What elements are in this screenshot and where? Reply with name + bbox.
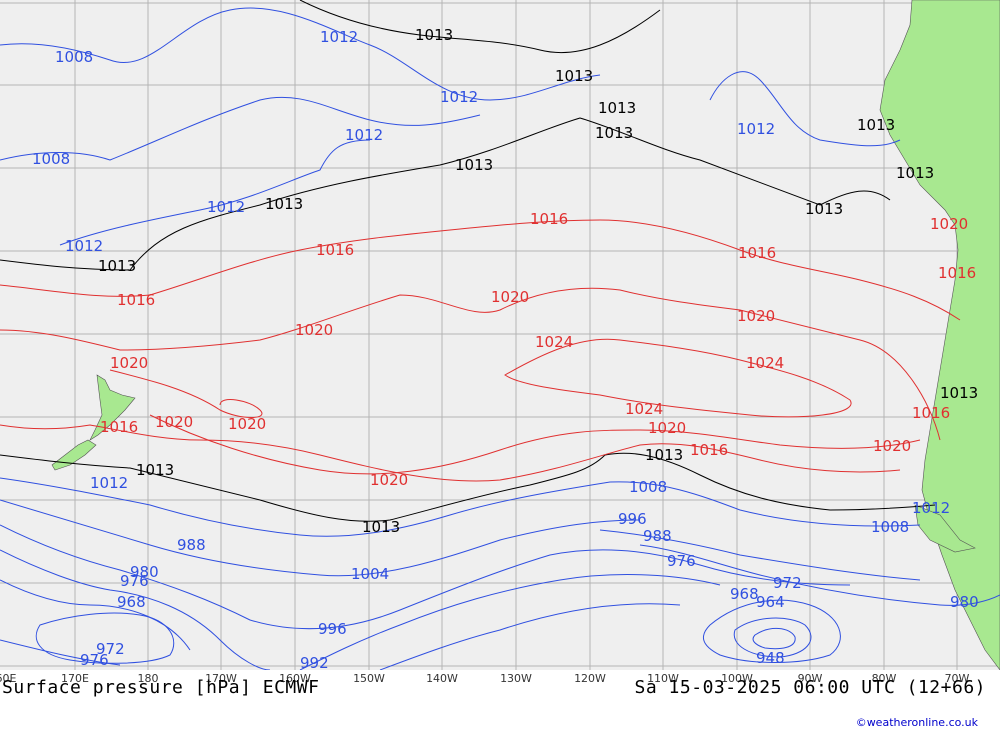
isobar-label-992: 992	[300, 654, 329, 670]
credit-link[interactable]: ©weatheronline.co.uk	[855, 716, 978, 729]
isobar-label-1016: 1016	[100, 418, 138, 436]
lon-label: 130W	[500, 672, 532, 685]
isobar-label-1012: 1012	[345, 126, 383, 144]
isobar-label-1012: 1012	[912, 499, 950, 517]
isobar-label-1013: 1013	[595, 124, 633, 142]
isobar-label-1012: 1012	[90, 474, 128, 492]
isobar-label-1008: 1008	[32, 150, 70, 168]
lon-label: 70W	[944, 672, 970, 685]
isobar-label-972: 972	[773, 574, 802, 592]
isobar-label-972: 972	[96, 640, 125, 658]
isobar-label-1012: 1012	[65, 237, 103, 255]
isobar-label-1008: 1008	[629, 478, 667, 496]
lon-label: 150W	[353, 672, 385, 685]
isobar-label-980: 980	[130, 563, 159, 581]
isobar-label-1020: 1020	[155, 413, 193, 431]
isobar-label-1020: 1020	[295, 321, 333, 339]
pressure-map: 1012 1013 1008 1013 1012 1013 1013 1012 …	[0, 0, 1000, 670]
isobar-label-1020: 1020	[110, 354, 148, 372]
isobar-label-1013: 1013	[136, 461, 174, 479]
isobar-label-1024: 1024	[746, 354, 784, 372]
lon-label: 60E	[0, 672, 17, 685]
map-title: Surface pressure [hPa] ECMWF	[2, 677, 320, 698]
forecast-datetime: Sa 15-03-2025 06:00 UTC (12+66)	[634, 677, 986, 698]
isobar-label-1016: 1016	[938, 264, 976, 282]
isobar-label-988: 988	[177, 536, 206, 554]
isobars	[0, 0, 1000, 670]
isobar-label-948: 948	[756, 649, 785, 667]
isobar-label-1012: 1012	[207, 198, 245, 216]
isobar-label-1013: 1013	[645, 446, 683, 464]
isobar-label-976: 976	[80, 651, 109, 669]
isobar-label-1024: 1024	[535, 333, 573, 351]
isobar-label-1020: 1020	[370, 471, 408, 489]
isobar-label-1024: 1024	[625, 400, 663, 418]
isobar-label-1016: 1016	[316, 241, 354, 259]
isobar-label-1008: 1008	[871, 518, 909, 536]
lon-label: 140W	[426, 672, 458, 685]
isobar-label-1016: 1016	[912, 404, 950, 422]
isobar-label-1020: 1020	[930, 215, 968, 233]
isobar-label-968: 968	[730, 585, 759, 603]
isobar-label-1016: 1016	[690, 441, 728, 459]
lon-label: 90W	[797, 672, 823, 685]
isobar-label-1016: 1016	[738, 244, 776, 262]
isobar-label-976: 976	[120, 572, 149, 590]
isobar-label-988: 988	[643, 527, 672, 545]
lon-label: 180	[137, 672, 159, 685]
isobar-label-1020: 1020	[873, 437, 911, 455]
isobar-label-1012: 1012	[440, 88, 478, 106]
isobar-label-964: 964	[756, 593, 785, 611]
isobar-label-996: 996	[618, 510, 647, 528]
isobar-label-1013: 1013	[805, 200, 843, 218]
isobar-label-1013: 1013	[555, 67, 593, 85]
isobar-label-968: 968	[117, 593, 146, 611]
isobar-label-1016: 1016	[117, 291, 155, 309]
isobar-label-996: 996	[318, 620, 347, 638]
isobar-label-1012: 1012	[737, 120, 775, 138]
lon-label: 160W	[279, 672, 311, 685]
isobar-label-1020: 1020	[491, 288, 529, 306]
isobar-label-1013: 1013	[415, 26, 453, 44]
isobar-label-1012: 1012	[320, 28, 358, 46]
isobar-label-1020: 1020	[648, 419, 686, 437]
land-south-america	[879, 0, 1000, 670]
isobar-label-1013: 1013	[362, 518, 400, 536]
isobar-label-1008: 1008	[55, 48, 93, 66]
lon-label: 120W	[574, 672, 606, 685]
isobar-label-976: 976	[667, 552, 696, 570]
lon-label: 170E	[61, 672, 89, 685]
isobar-label-1013: 1013	[896, 164, 934, 182]
isobar-label-1013: 1013	[857, 116, 895, 134]
isobar-label-1013: 1013	[598, 99, 636, 117]
isobar-label-1013: 1013	[98, 257, 136, 275]
isobar-label-1013: 1013	[265, 195, 303, 213]
isobar-label-1013: 1013	[455, 156, 493, 174]
lon-label: 80W	[871, 672, 897, 685]
lon-label: 100W	[721, 672, 753, 685]
isobar-label-1004: 1004	[351, 565, 389, 583]
isobar-label-1020: 1020	[228, 415, 266, 433]
isobar-label-1013: 1013	[940, 384, 978, 402]
lon-label: 170W	[205, 672, 237, 685]
isobar-label-1020: 1020	[737, 307, 775, 325]
lon-label: 110W	[647, 672, 679, 685]
isobar-label-980: 980	[950, 593, 979, 611]
isobar-label-1016: 1016	[530, 210, 568, 228]
